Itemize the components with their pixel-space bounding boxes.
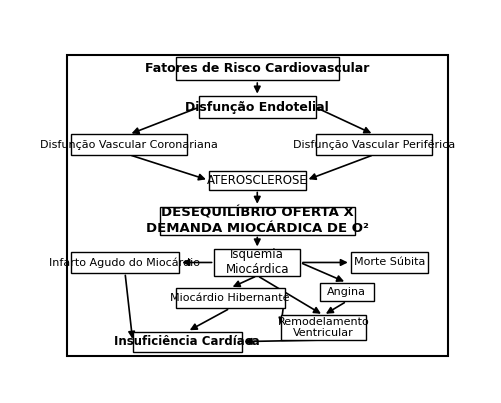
FancyBboxPatch shape [70, 252, 179, 272]
Text: Remodelamento
Ventricular: Remodelamento Ventricular [277, 317, 369, 339]
Text: Disfunção Vascular Coronariana: Disfunção Vascular Coronariana [40, 139, 217, 150]
FancyBboxPatch shape [280, 315, 366, 340]
FancyBboxPatch shape [175, 57, 338, 80]
Text: Disfunção Vascular Periférica: Disfunção Vascular Periférica [292, 139, 454, 150]
FancyBboxPatch shape [315, 135, 431, 155]
Text: Insuficiência Cardíaca: Insuficiência Cardíaca [114, 335, 260, 348]
FancyBboxPatch shape [214, 249, 300, 276]
FancyBboxPatch shape [71, 135, 187, 155]
Text: Fatores de Risco Cardiovascular: Fatores de Risco Cardiovascular [145, 62, 369, 75]
Text: Morte Súbita: Morte Súbita [353, 258, 424, 268]
Text: DESEQUILÍBRIO OFERTA X
DEMANDA MIOCÁRDICA DE O²: DESEQUILÍBRIO OFERTA X DEMANDA MIOCÁRDIC… [146, 207, 368, 235]
Text: Angina: Angina [327, 287, 366, 297]
Text: ATEROSCLEROSE: ATEROSCLEROSE [206, 174, 307, 187]
Text: Disfunção Endotelial: Disfunção Endotelial [185, 101, 329, 114]
FancyBboxPatch shape [175, 288, 284, 308]
FancyBboxPatch shape [208, 171, 305, 189]
FancyBboxPatch shape [319, 283, 373, 301]
FancyBboxPatch shape [350, 252, 428, 272]
FancyBboxPatch shape [132, 332, 241, 352]
Text: Isquemia
Miocárdica: Isquemia Miocárdica [225, 249, 289, 276]
Text: Infarto Agudo do Miocárdio: Infarto Agudo do Miocárdio [50, 257, 200, 268]
Text: Miocárdio Hibernante: Miocárdio Hibernante [170, 293, 289, 303]
FancyBboxPatch shape [160, 207, 354, 235]
FancyBboxPatch shape [198, 96, 315, 118]
